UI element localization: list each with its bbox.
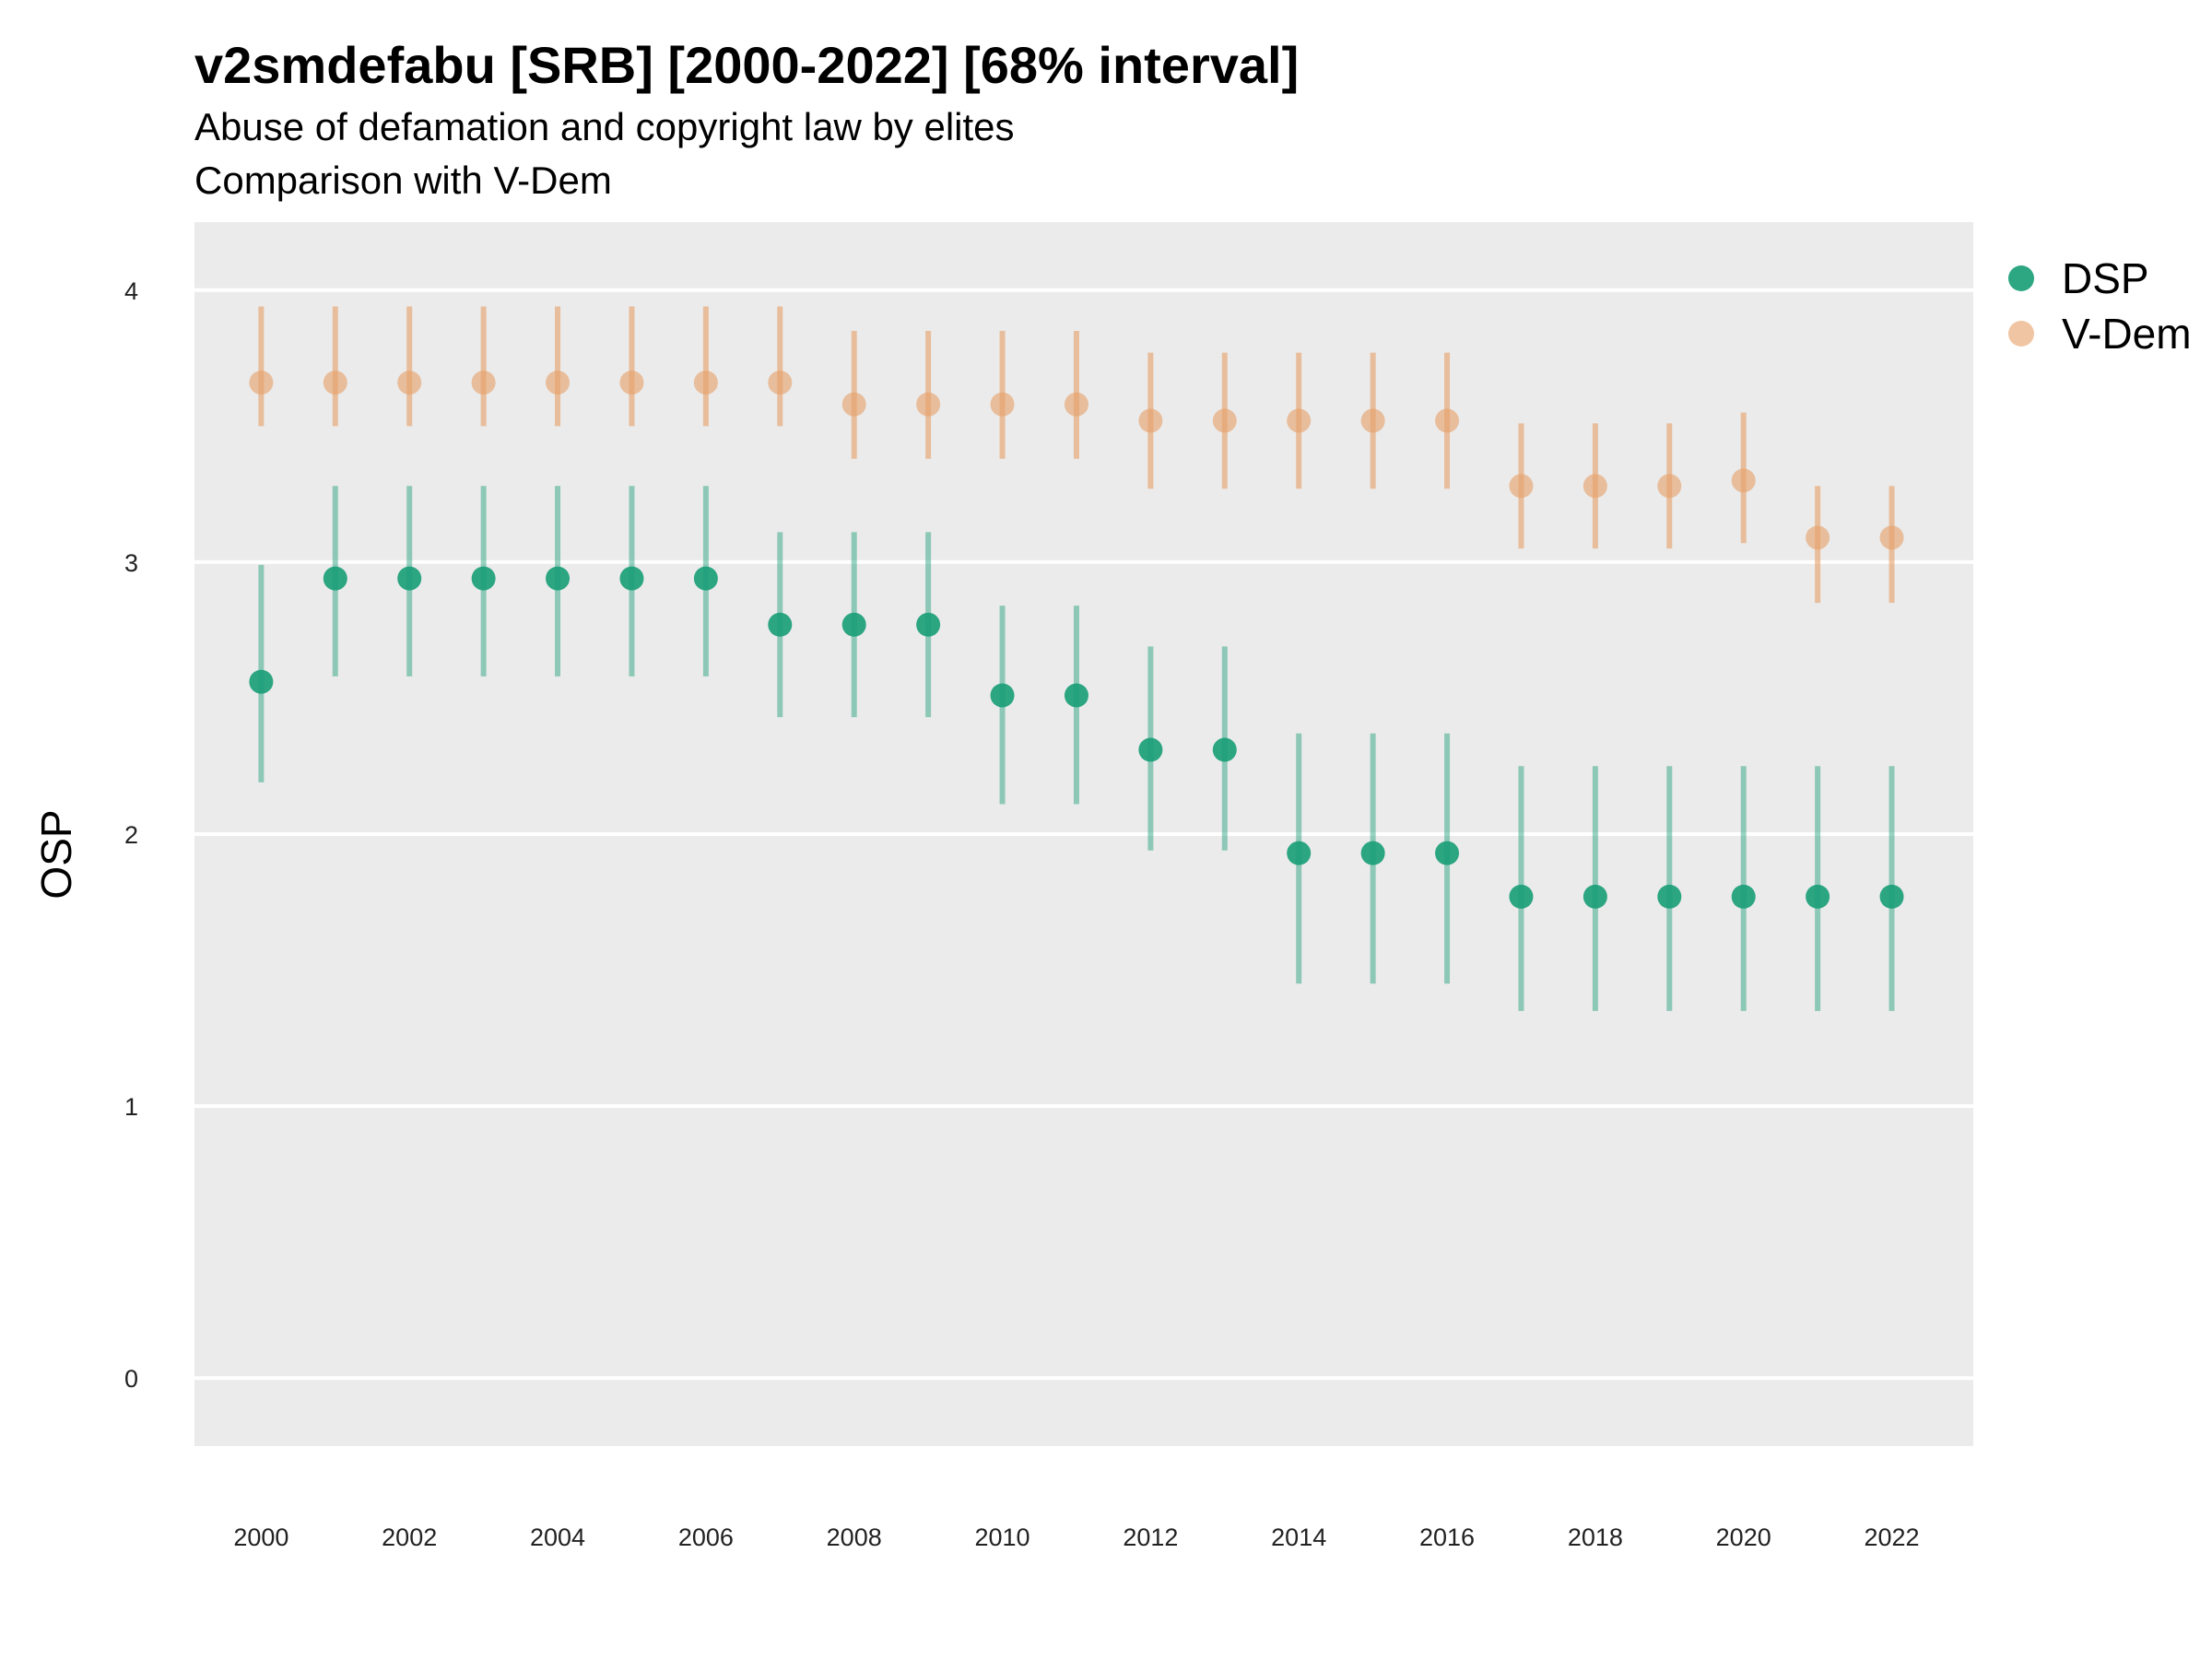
chart-subtitle-line-1: Abuse of defamation and copyright law by… — [194, 105, 1015, 148]
data-point — [1360, 408, 1385, 433]
data-point — [841, 612, 866, 637]
data-point — [1435, 408, 1460, 433]
data-point — [619, 566, 644, 591]
data-point — [990, 683, 1015, 708]
data-point — [397, 371, 422, 395]
data-point — [1435, 841, 1460, 865]
data-point — [1657, 884, 1682, 909]
y-tick-label: 2 — [124, 821, 138, 849]
data-point — [546, 371, 571, 395]
data-point — [768, 612, 793, 637]
x-tick-label: 2012 — [1123, 1524, 1178, 1551]
data-point — [693, 371, 718, 395]
data-point — [1657, 474, 1682, 499]
y-tick-label: 0 — [124, 1365, 138, 1393]
grid-lines — [194, 288, 1973, 1381]
data-point — [693, 566, 718, 591]
x-tick-label: 2002 — [382, 1524, 437, 1551]
x-tick-label: 2006 — [678, 1524, 734, 1551]
data-point — [1806, 525, 1830, 550]
legend-key — [2008, 321, 2034, 347]
data-point — [916, 392, 941, 417]
data-point — [1509, 884, 1534, 909]
x-tick-label: 2008 — [827, 1524, 882, 1551]
x-tick-label: 2000 — [233, 1524, 288, 1551]
data-point — [249, 371, 274, 395]
data-point — [323, 566, 347, 591]
chart-subtitle-line-2: Comparison with V-Dem — [194, 159, 612, 202]
x-tick-label: 2014 — [1271, 1524, 1326, 1551]
x-tick-label: 2022 — [1865, 1524, 1920, 1551]
y-tick-label: 1 — [124, 1093, 138, 1121]
data-point — [619, 371, 644, 395]
y-tick-label: 3 — [124, 549, 138, 577]
data-point — [1287, 841, 1312, 865]
data-point — [249, 669, 274, 694]
legend: DSP V-Dem — [2008, 254, 2192, 358]
data-point — [916, 612, 941, 637]
chart-title: v2smdefabu [SRB] [2000-2022] [68% interv… — [194, 36, 1300, 94]
legend-label: DSP — [2062, 254, 2149, 302]
data-point — [990, 392, 1015, 417]
data-series — [249, 306, 1904, 1011]
data-point — [323, 371, 347, 395]
data-point — [1138, 408, 1163, 433]
data-point — [1064, 392, 1088, 417]
x-tick-label: 2016 — [1419, 1524, 1475, 1551]
data-point — [768, 371, 793, 395]
data-point — [1731, 884, 1756, 909]
x-tick-label: 2004 — [530, 1524, 585, 1551]
data-point — [1583, 884, 1607, 909]
y-axis-title: OSP — [32, 809, 80, 899]
legend-label: V-Dem — [2062, 310, 2192, 358]
data-point — [471, 371, 496, 395]
data-point — [1583, 474, 1607, 499]
data-point — [1806, 884, 1830, 909]
x-axis-ticks: 2000 2002 2004 2006 2008 2010 2012 2014 2016 2018… — [233, 1524, 1919, 1551]
data-point — [397, 566, 422, 591]
data-point — [841, 392, 866, 417]
y-tick-label: 4 — [124, 277, 138, 305]
data-point — [1360, 841, 1385, 865]
series-dsp — [249, 486, 1904, 1011]
data-point — [1879, 884, 1904, 909]
x-tick-label: 2010 — [975, 1524, 1030, 1551]
y-axis-ticks: 0 1 2 3 4 — [124, 277, 138, 1393]
x-tick-label: 2018 — [1568, 1524, 1623, 1551]
data-point — [471, 566, 496, 591]
data-point — [1509, 474, 1534, 499]
data-point — [1731, 468, 1756, 493]
data-point — [546, 566, 571, 591]
data-point — [1879, 525, 1904, 550]
data-point — [1064, 683, 1088, 708]
data-point — [1287, 408, 1312, 433]
series-v-dem — [249, 306, 1904, 604]
legend-key — [2008, 265, 2034, 291]
x-tick-label: 2020 — [1716, 1524, 1771, 1551]
data-point — [1212, 737, 1237, 762]
data-point — [1212, 408, 1237, 433]
data-point — [1138, 737, 1163, 762]
